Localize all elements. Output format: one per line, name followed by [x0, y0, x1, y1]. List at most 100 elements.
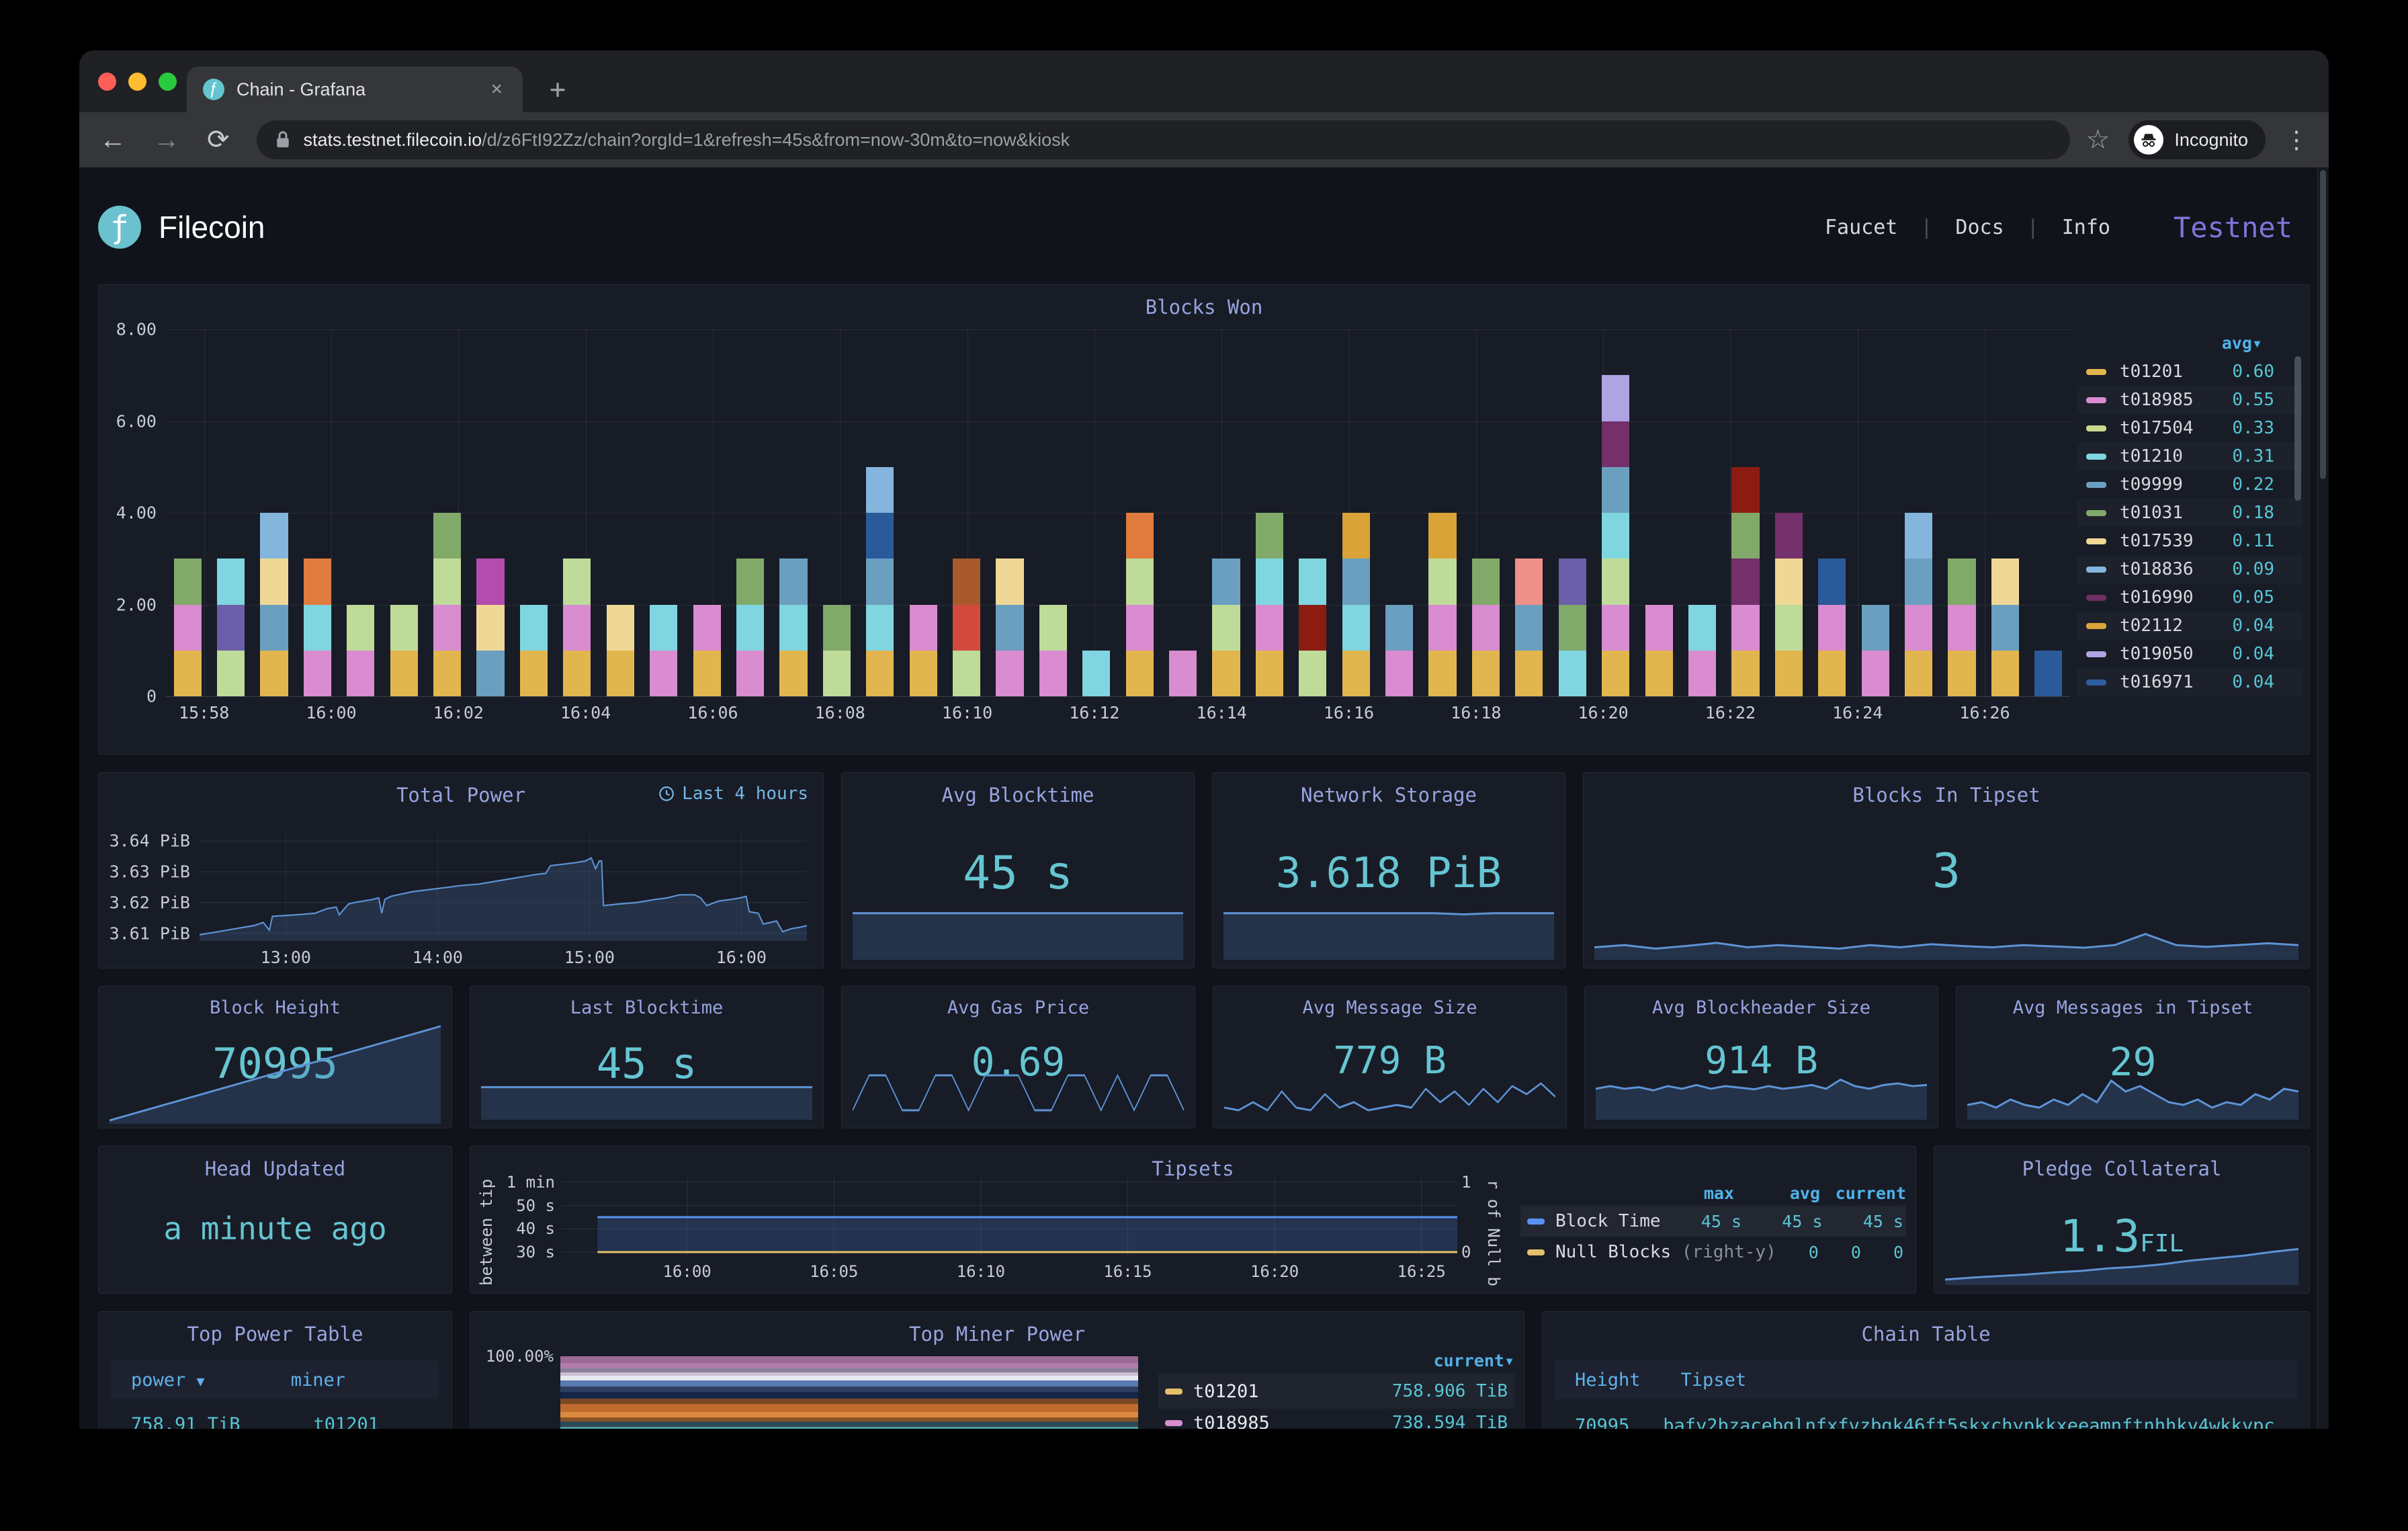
nav-link-docs[interactable]: Docs: [1955, 215, 2004, 239]
time-range-label[interactable]: Last 4 hours: [658, 784, 808, 804]
legend-column-header[interactable]: avg: [1789, 1183, 1820, 1203]
stacked-bar[interactable]: [1515, 558, 1543, 696]
column-header-height[interactable]: Height: [1575, 1369, 1641, 1391]
legend-item[interactable]: t017539 0.11: [2077, 527, 2303, 555]
browser-tab[interactable]: ƒ Chain - Grafana ×: [187, 67, 523, 112]
panel-title[interactable]: Blocks In Tipset: [1852, 784, 2040, 806]
legend-item[interactable]: t018985 0.55: [2077, 386, 2303, 414]
stacked-bar[interactable]: [1818, 558, 1846, 696]
stacked-bar[interactable]: [1428, 513, 1457, 696]
blocks-won-chart[interactable]: 15:58 16:00 16:02 16:04 16:06 16:08 16:10 16:12…: [116, 320, 2070, 722]
panel-title[interactable]: Avg Message Size: [1302, 997, 1477, 1018]
legend-item[interactable]: t017504 0.33: [2077, 414, 2303, 442]
legend-item[interactable]: t01201 758.906 TiB: [1158, 1374, 1514, 1409]
stacked-bar[interactable]: [1125, 513, 1154, 696]
stacked-bar[interactable]: [1385, 604, 1414, 696]
browser-menu-icon[interactable]: ⋮: [2284, 126, 2309, 153]
stacked-bar[interactable]: [1039, 604, 1067, 696]
stacked-bar[interactable]: [779, 558, 808, 696]
stacked-bar[interactable]: [693, 604, 721, 696]
stacked-bar[interactable]: [1169, 650, 1197, 696]
stacked-bar[interactable]: [1731, 466, 1760, 696]
legend-item[interactable]: Null Blocks (right-y) 0 0 0: [1520, 1237, 1906, 1268]
stacked-bar[interactable]: [909, 604, 937, 696]
panel-title[interactable]: Pledge Collateral: [2022, 1157, 2222, 1180]
legend-scrollbar[interactable]: [2294, 356, 2301, 501]
stacked-bar[interactable]: [563, 558, 591, 696]
legend-item[interactable]: t09999 0.22: [2077, 470, 2303, 499]
stacked-bar[interactable]: [1602, 375, 1630, 696]
total-power-chart[interactable]: 3.64 PiB 3.63 PiB 3.62 PiB 3.61 PiB 13:00 14:…: [110, 831, 807, 967]
window-maximize-button[interactable]: [159, 73, 177, 91]
stacked-bar[interactable]: [1558, 558, 1586, 696]
table-row[interactable]: 70995 bafy2bzacebglnfxfvzbgk46ft5skxchypk…: [1575, 1415, 2275, 1429]
stacked-bar[interactable]: [1082, 650, 1111, 696]
legend-column-header[interactable]: max: [1703, 1183, 1734, 1203]
window-close-button[interactable]: [98, 73, 116, 91]
stacked-bar[interactable]: [996, 558, 1024, 696]
stacked-bar[interactable]: [433, 513, 462, 696]
stacked-bar[interactable]: [736, 558, 765, 696]
panel-title[interactable]: Total Power: [396, 784, 526, 806]
stacked-bar[interactable]: [1299, 558, 1327, 696]
bookmark-star-icon[interactable]: ☆: [2086, 125, 2110, 155]
panel-title[interactable]: Head Updated: [204, 1157, 346, 1180]
stacked-bar[interactable]: [866, 466, 894, 696]
panel-title[interactable]: Last Blocktime: [570, 997, 724, 1018]
legend-item[interactable]: t01031 0.18: [2077, 499, 2303, 527]
stacked-bar[interactable]: [519, 604, 548, 696]
stacked-bar[interactable]: [2034, 650, 2063, 696]
panel-title[interactable]: Block Height: [209, 997, 341, 1018]
stacked-bar[interactable]: [1255, 513, 1284, 696]
stacked-bar[interactable]: [1212, 558, 1240, 696]
panel-title[interactable]: Network Storage: [1301, 784, 1477, 806]
panel-title[interactable]: Avg Blockheader Size: [1651, 997, 1871, 1018]
stacked-bar[interactable]: [1861, 604, 1889, 696]
page-scrollbar[interactable]: [2317, 167, 2329, 1429]
stacked-bar[interactable]: [390, 604, 418, 696]
stacked-bar[interactable]: [476, 558, 505, 696]
back-icon[interactable]: ←: [99, 124, 126, 155]
stacked-bar[interactable]: [1774, 513, 1803, 696]
panel-title[interactable]: Avg Blocktime: [941, 784, 1094, 806]
stacked-bar[interactable]: [1688, 604, 1717, 696]
legend-item[interactable]: Block Time 45 s 45 s 45 s: [1520, 1206, 1906, 1237]
panel-title[interactable]: Tipsets: [1152, 1157, 1234, 1180]
panel-title[interactable]: Chain Table: [1861, 1323, 1991, 1346]
stacked-bar[interactable]: [650, 604, 678, 696]
legend-item[interactable]: t016971 0.04: [2077, 668, 2303, 696]
stacked-bar[interactable]: [303, 558, 332, 696]
column-header-miner[interactable]: miner: [290, 1369, 345, 1391]
reload-icon[interactable]: ⟳: [207, 125, 230, 155]
table-row[interactable]: 758.91 TiB t01201: [131, 1414, 379, 1429]
tipsets-chart[interactable]: 16:00 16:05 16:10 16:15 16:20 16:25: [562, 1177, 1457, 1288]
tab-close-icon[interactable]: ×: [490, 78, 503, 100]
legend-item[interactable]: t02112 0.04: [2077, 612, 2303, 640]
stacked-bar[interactable]: [1948, 558, 1976, 696]
forward-icon[interactable]: →: [153, 124, 180, 155]
stacked-bar[interactable]: [1471, 558, 1500, 696]
window-minimize-button[interactable]: [128, 73, 146, 91]
legend-item[interactable]: t01210 0.31: [2077, 442, 2303, 470]
stacked-bar[interactable]: [1342, 513, 1370, 696]
stacked-bar[interactable]: [217, 558, 245, 696]
stacked-bar[interactable]: [260, 513, 288, 696]
legend-item[interactable]: t018985 738.594 TiB: [1158, 1415, 1514, 1429]
legend-item[interactable]: t019050 0.04: [2077, 640, 2303, 668]
stacked-bar[interactable]: [606, 604, 634, 696]
legend-column-header[interactable]: current: [1835, 1183, 1906, 1203]
stacked-bar[interactable]: [952, 558, 981, 696]
stacked-bar[interactable]: [822, 604, 851, 696]
column-header-power[interactable]: power ▼: [131, 1369, 205, 1391]
stacked-bar[interactable]: [173, 558, 202, 696]
nav-link-faucet[interactable]: Faucet: [1824, 215, 1898, 239]
panel-title[interactable]: Avg Messages in Tipset: [2012, 997, 2253, 1018]
stacked-bar[interactable]: [1904, 513, 1933, 696]
panel-title[interactable]: Avg Gas Price: [947, 997, 1090, 1018]
panel-title[interactable]: Top Miner Power: [909, 1323, 1085, 1346]
stacked-bar[interactable]: [1645, 604, 1673, 696]
panel-title[interactable]: Blocks Won: [1145, 296, 1263, 319]
panel-title[interactable]: Top Power Table: [187, 1323, 363, 1346]
legend-item[interactable]: t016990 0.05: [2077, 583, 2303, 612]
sort-desc-icon[interactable]: ▾: [2251, 333, 2262, 353]
